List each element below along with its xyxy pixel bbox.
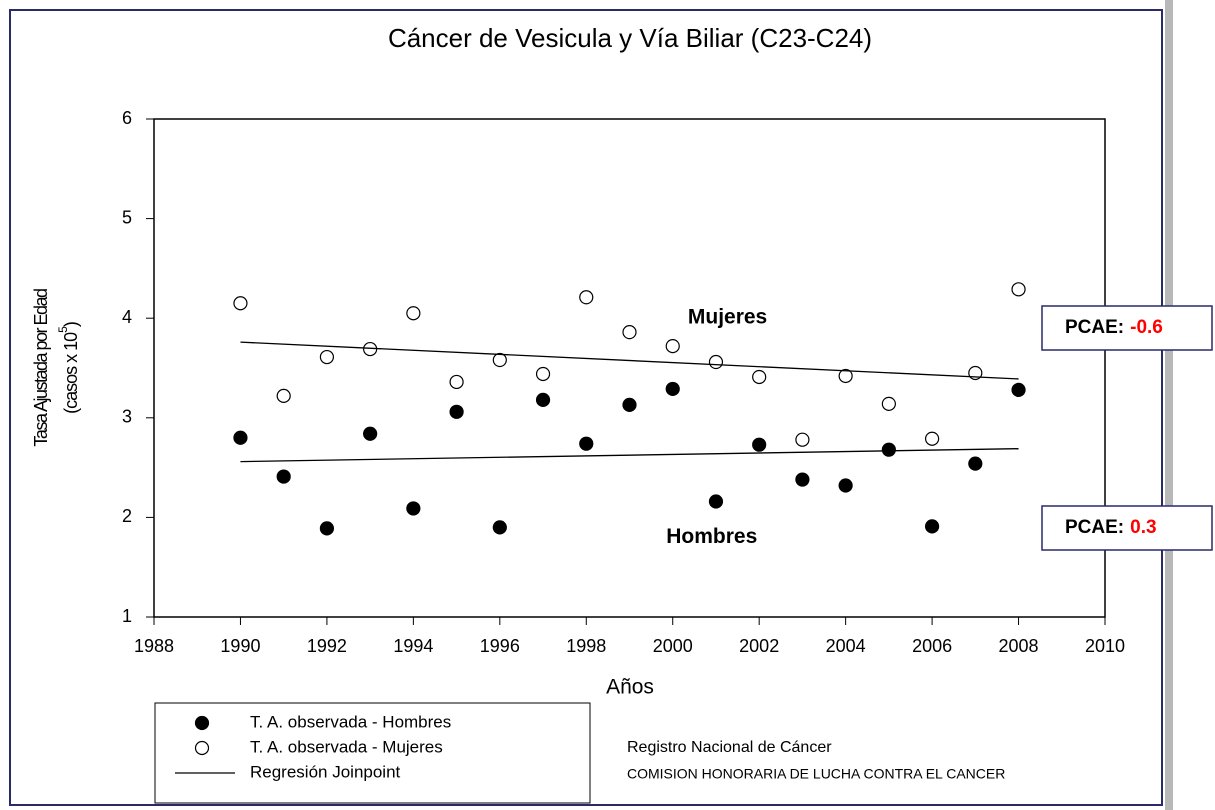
point [406,501,421,516]
point [795,472,810,487]
point [838,478,853,493]
frame [9,9,1163,806]
annotation: Mujeres [688,306,767,329]
source-line: Registro Nacional de Cáncer [627,739,832,756]
point [752,369,767,385]
point [579,436,594,451]
legend [154,702,591,804]
point [363,426,378,441]
point [665,338,680,354]
point [622,325,637,340]
x-tick-label: 1994 [393,636,433,656]
pcae-box [1041,505,1213,551]
point [622,397,637,412]
point [665,381,680,397]
point [924,431,940,446]
pcae-label: PCAE: [1065,517,1124,538]
point [535,392,551,407]
point [708,354,724,370]
legend-label: T. A. observada - Mujeres [250,737,443,756]
y-tick-label: 1 [122,606,132,626]
point [924,519,940,534]
plot-area [153,118,1106,618]
x-tick-label: 2000 [653,636,693,656]
point [881,396,896,411]
point [233,296,248,311]
point [492,352,507,368]
y-tick-label: 2 [122,506,132,526]
legend-marker [194,740,210,756]
y-axis-unit: (casos x 105) [56,322,81,414]
point [449,404,464,419]
y-axis-label: Tasa Ajustada por Edad [31,289,51,447]
point [708,494,724,509]
point [319,521,335,536]
point [535,366,551,382]
legend-label: T. A. observada - Hombres [250,712,451,731]
point [838,368,853,384]
x-tick-label: 1990 [220,636,260,656]
y-unit-text: (casos x 10 [61,332,81,414]
pcae-text: PCAE: 0.3 [1065,517,1157,538]
pcae-box [1041,305,1213,351]
point [492,520,507,535]
side-bar [1165,0,1173,810]
y-unit-exp: 5 [56,326,70,333]
point [319,349,335,365]
x-tick-label: 2006 [912,636,952,656]
pcae-value: 0.3 [1130,517,1156,538]
point [1011,382,1026,398]
pcae-label: PCAE: [1065,317,1124,338]
y-tick-label: 6 [122,108,132,128]
point [1011,282,1026,297]
x-tick-label: 1992 [307,636,347,656]
x-tick-label: 1998 [566,636,606,656]
point [233,430,248,445]
x-axis-label: Años [606,676,654,699]
point [968,456,983,471]
point [795,432,810,447]
x-tick-label: 2002 [739,636,779,656]
y-unit-close: ) [61,322,81,327]
regression-line [240,448,1019,463]
x-tick-label: 1996 [480,636,520,656]
point [276,388,291,403]
x-tick-label: 2008 [999,636,1039,656]
chart-title: Cáncer de Vesicula y Vía Biliar (C23-C24… [388,23,872,53]
x-tick-label: 2004 [826,636,866,656]
y-tick-label: 3 [122,407,132,427]
point [579,290,594,305]
point [449,374,464,390]
legend-marker [194,715,210,731]
pcae-text: PCAE: -0.6 [1065,317,1163,338]
point [752,437,767,452]
legend-label: Regresión Joinpoint [250,762,401,781]
x-tick-label: 2010 [1085,636,1125,656]
point [881,442,896,457]
point [276,469,291,484]
point [406,306,421,321]
annotation: Hombres [666,525,757,548]
pcae-value: -0.6 [1130,317,1163,338]
x-tick-label: 1988 [134,636,174,656]
source-line: COMISION HONORARIA DE LUCHA CONTRA EL CA… [627,766,1005,782]
regression-line [240,341,1019,380]
y-tick-label: 4 [122,307,132,327]
y-tick-label: 5 [122,207,132,227]
